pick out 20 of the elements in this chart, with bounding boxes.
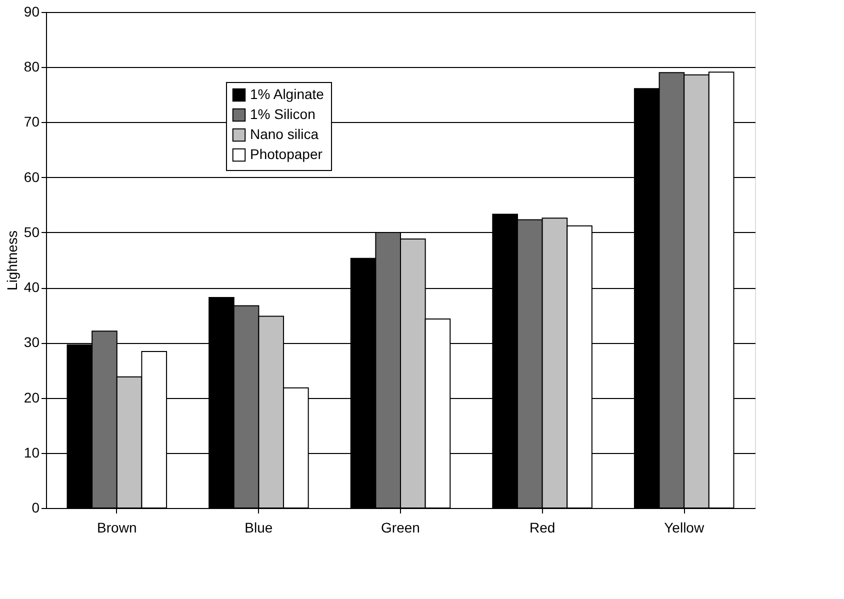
legend-label: 1% Alginate xyxy=(250,86,324,102)
y-tick-label: 50 xyxy=(24,224,40,240)
y-tick-label: 20 xyxy=(24,389,40,406)
y-tick-label: 0 xyxy=(32,500,40,516)
y-axis-title: Lightness xyxy=(4,230,20,290)
x-tick-label: Brown xyxy=(97,520,137,536)
x-tick-label: Red xyxy=(529,520,556,536)
legend-label: Nano silica xyxy=(250,126,319,142)
y-tick-label: 90 xyxy=(24,4,40,20)
y-tick-label: 30 xyxy=(24,334,40,350)
x-tick-label: Yellow xyxy=(664,520,705,536)
y-tick-label: 70 xyxy=(24,114,40,130)
y-tick-label: 40 xyxy=(24,279,40,296)
y-tick-label: 10 xyxy=(24,444,40,460)
legend-label: 1% Silicon xyxy=(250,106,316,122)
x-tick-label: Blue xyxy=(244,520,273,536)
y-tick-label: 80 xyxy=(24,58,40,75)
y-tick-label: 60 xyxy=(24,168,40,185)
x-tick-label: Green xyxy=(381,520,420,536)
legend-label: Photopaper xyxy=(250,146,323,162)
